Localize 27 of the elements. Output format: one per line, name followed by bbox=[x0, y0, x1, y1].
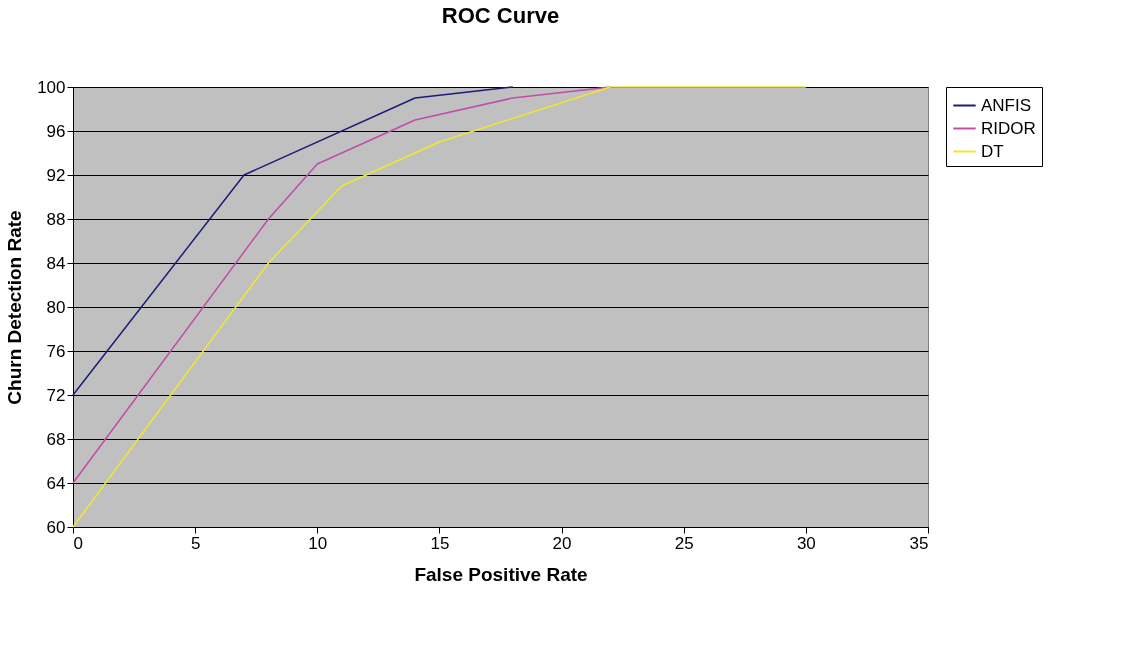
y-tick-label: 80 bbox=[46, 297, 66, 317]
x-axis-title: False Positive Rate bbox=[414, 563, 588, 585]
chart-title: ROC Curve bbox=[441, 3, 560, 28]
legend-label: RIDOR bbox=[981, 118, 1036, 138]
y-axis-title: Churn Detection Rate bbox=[4, 210, 26, 405]
x-tick-label: 15 bbox=[430, 533, 450, 553]
y-tick-label: 72 bbox=[46, 385, 66, 405]
line-series bbox=[72, 86, 514, 396]
y-tick-label: 60 bbox=[46, 517, 66, 537]
y-tick-label: 76 bbox=[46, 341, 66, 361]
x-tick-label: 20 bbox=[552, 533, 572, 553]
y-tick-label: 84 bbox=[46, 253, 66, 273]
legend-label: ANFIS bbox=[981, 95, 1032, 115]
x-tick-label: 30 bbox=[796, 533, 816, 553]
y-tick-label: 92 bbox=[46, 165, 66, 185]
x-tick-label: 35 bbox=[909, 533, 929, 553]
y-tick-label: 88 bbox=[46, 209, 66, 229]
legend-label: DT bbox=[981, 141, 1004, 161]
x-tick-label: 0 bbox=[73, 533, 83, 553]
x-tick-label: 5 bbox=[190, 533, 201, 553]
line-series bbox=[72, 86, 612, 484]
y-tick-label: 96 bbox=[46, 121, 66, 141]
x-tick-label: 10 bbox=[308, 533, 328, 553]
x-tick-label: 25 bbox=[674, 533, 694, 553]
y-tick-label: 64 bbox=[46, 473, 66, 493]
y-tick-label: 100 bbox=[37, 77, 66, 97]
y-tick-label: 68 bbox=[46, 429, 66, 449]
